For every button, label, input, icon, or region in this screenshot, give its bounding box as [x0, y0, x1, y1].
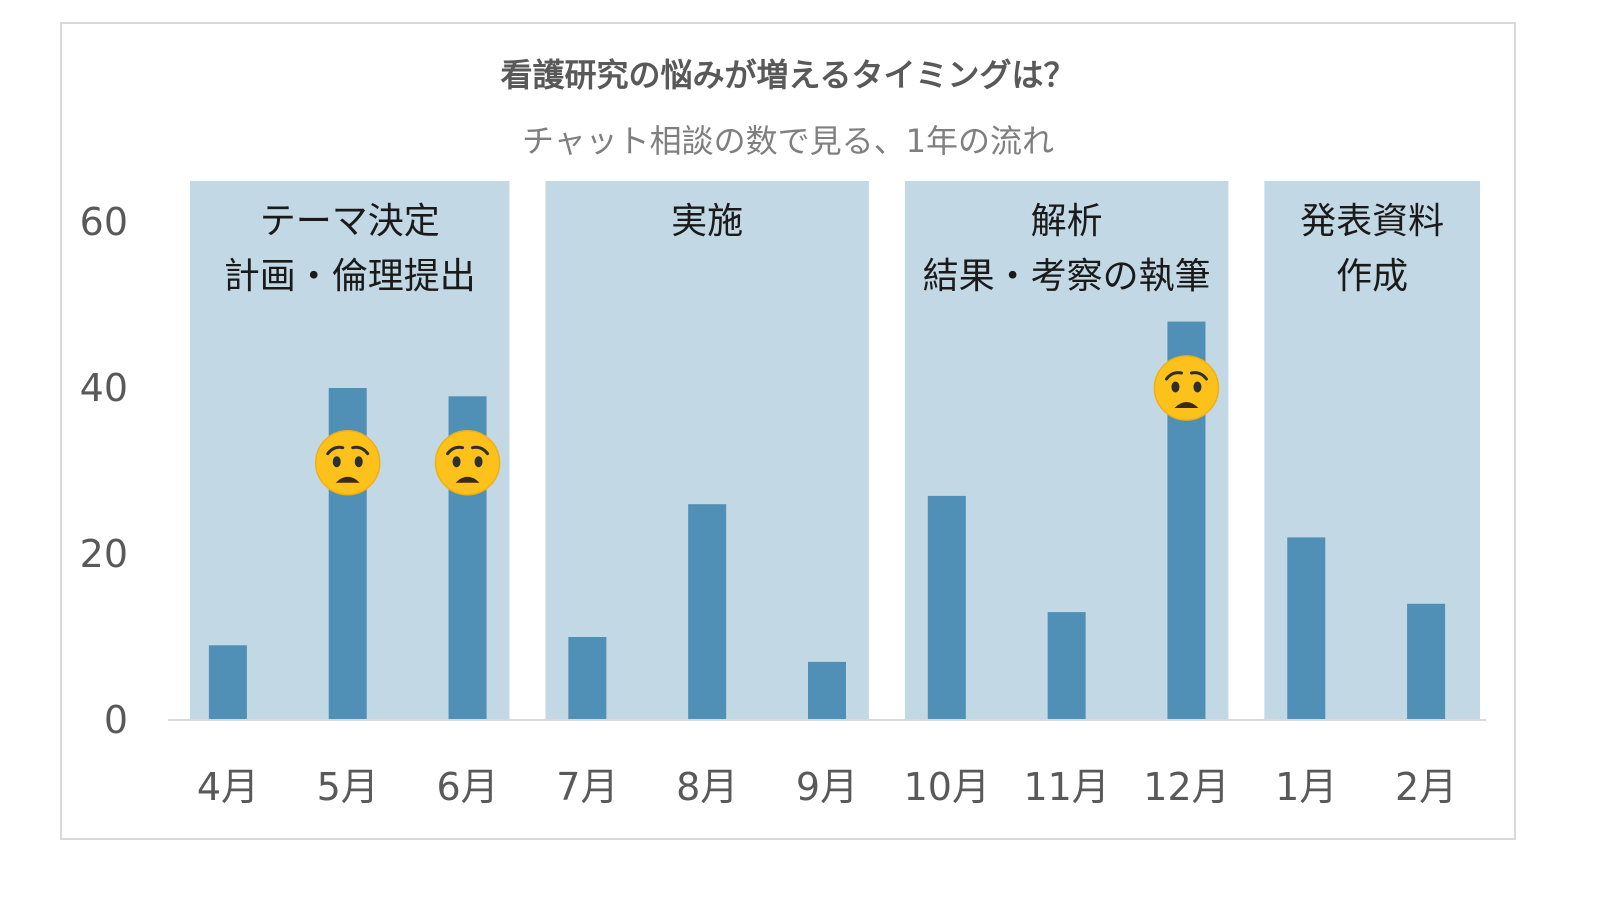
bar-3	[568, 637, 607, 720]
y-tick-label: 40	[80, 366, 128, 410]
bar-5	[808, 661, 846, 720]
x-tick-label: 8月	[676, 765, 738, 809]
x-tick-label: 2月	[1395, 765, 1457, 809]
phase-label-3-0: 発表資料	[1300, 201, 1444, 242]
phase-label-0-1: 計画・倫理提出	[224, 256, 476, 297]
chart-subtitle: チャット相談の数で見る、1年の流れ	[522, 122, 1054, 160]
bar-9	[1287, 537, 1326, 720]
x-tick-label: 7月	[556, 765, 618, 809]
y-tick-label: 20	[80, 532, 128, 576]
x-axis-ticks: 4月 5月 6月 7月 8月 9月 10月 11月 12月 1月 2月	[197, 765, 1457, 809]
x-tick-label: 11月	[1023, 765, 1109, 809]
x-tick-label: 5月	[317, 765, 379, 809]
x-tick-label: 6月	[436, 765, 498, 809]
worried-face-icon	[314, 429, 381, 496]
bar-6	[927, 495, 966, 720]
phase-label-2-0: 解析	[1031, 201, 1103, 242]
chart-title: 看護研究の悩みが増えるタイミングは？	[500, 56, 1075, 94]
x-tick-label: 10月	[904, 765, 990, 809]
phase-label-1-0: 実施	[671, 201, 743, 242]
x-tick-label: 1月	[1275, 765, 1337, 809]
worried-face-icon	[1153, 355, 1220, 421]
bar-0	[208, 645, 247, 720]
bar-7	[1047, 612, 1086, 720]
y-tick-label: 60	[80, 200, 128, 244]
y-tick-label: 0	[104, 698, 128, 742]
bar-10	[1407, 603, 1446, 720]
annotation-icons	[314, 355, 1220, 496]
phase-label-2-1: 結果・考察の執筆	[923, 256, 1211, 297]
x-tick-label: 12月	[1143, 765, 1229, 809]
y-axis-ticks: 0 20 40 60	[80, 200, 128, 742]
x-tick-label: 4月	[197, 765, 259, 809]
x-tick-label: 9月	[796, 765, 858, 809]
phase-label-0-0: テーマ決定	[260, 201, 440, 242]
phase-label-3-1: 作成	[1336, 256, 1408, 297]
worried-face-icon	[434, 429, 501, 496]
bar-4	[688, 504, 727, 720]
